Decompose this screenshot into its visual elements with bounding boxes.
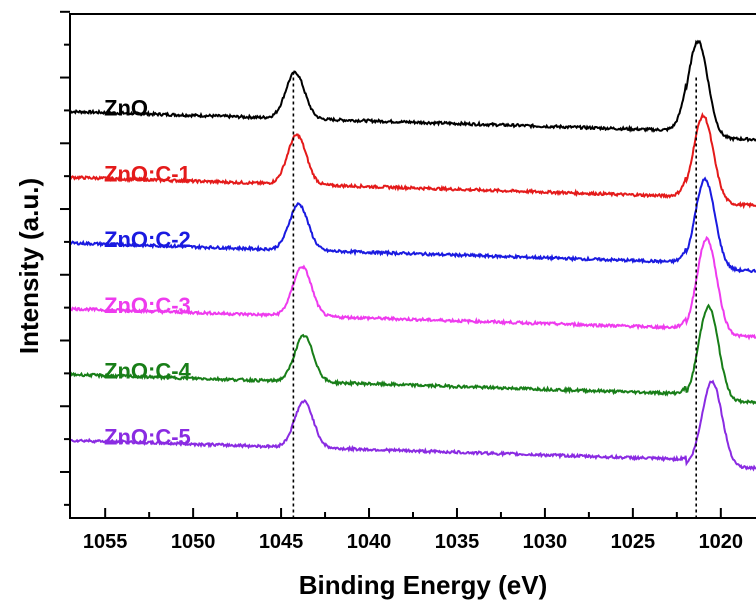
series-line-4 bbox=[69, 235, 756, 341]
series-label: ZnO:C-5 bbox=[104, 424, 191, 449]
series-labels: ZnO ZnO:C-1 ZnO:C-2 ZnO:C-3 ZnO:C-4 ZnO:C-5 bbox=[104, 96, 192, 450]
series-label: ZnO bbox=[104, 96, 148, 121]
x-tick-label: 1020 bbox=[699, 531, 744, 553]
series-label: ZnO:C-4 bbox=[104, 359, 192, 384]
series-label: ZnO:C-2 bbox=[104, 227, 191, 252]
y-axis-ticks bbox=[60, 10, 70, 506]
series-line-3 bbox=[69, 176, 756, 274]
series-line-2 bbox=[69, 111, 756, 210]
x-tick-label: 1055 bbox=[83, 531, 128, 553]
x-axis-title: Binding Energy (eV) bbox=[299, 570, 547, 600]
series-label: ZnO:C-3 bbox=[104, 293, 191, 318]
x-tick-label: 1030 bbox=[523, 531, 568, 553]
x-tick-label: 1050 bbox=[171, 531, 216, 553]
series-line-6 bbox=[69, 379, 756, 472]
series-line-1 bbox=[69, 39, 756, 143]
x-tick-label: 1035 bbox=[435, 531, 480, 553]
plot-lines bbox=[69, 39, 756, 472]
series-line-5 bbox=[69, 303, 756, 406]
reference-lines bbox=[292, 77, 697, 518]
x-tick-label: 1040 bbox=[347, 531, 392, 553]
y-axis-title: Intensity (a.u.) bbox=[14, 178, 44, 354]
x-tick-label: 1025 bbox=[611, 531, 656, 553]
x-tick-label: 1045 bbox=[259, 531, 304, 553]
series-label: ZnO:C-1 bbox=[104, 161, 191, 186]
x-axis-ticks: 1055 1050 1045 1040 1035 1030 1025 1020 bbox=[83, 508, 743, 553]
